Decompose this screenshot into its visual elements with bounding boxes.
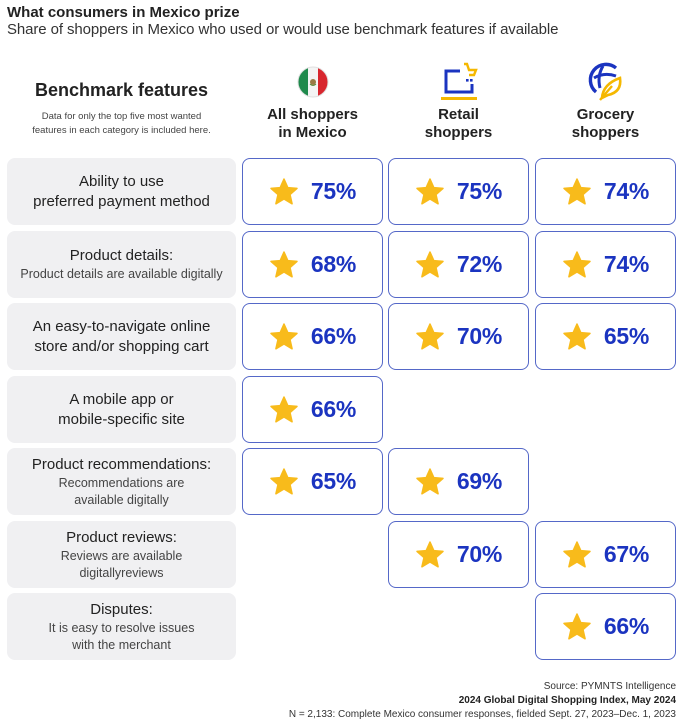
benchmark-note-line: Data for only the top five most wanted bbox=[41, 111, 202, 122]
star-icon bbox=[563, 540, 591, 568]
chart-title: What consumers in Mexico prize bbox=[7, 4, 240, 21]
value-cell: 68% bbox=[242, 231, 383, 298]
feature-name: store and/or shopping cart bbox=[34, 337, 209, 355]
source-note: Source: PYMNTS Intelligence bbox=[543, 681, 676, 692]
star-icon bbox=[416, 177, 444, 205]
feature-label-box: An easy-to-navigate online store and/or s… bbox=[7, 303, 236, 370]
feature-description: available digitally bbox=[74, 492, 169, 507]
feature-description: It is easy to resolve issues bbox=[48, 620, 195, 635]
value-label: 68% bbox=[310, 251, 357, 277]
star-icon bbox=[416, 322, 444, 350]
value-cell: 74% bbox=[535, 231, 676, 298]
value-cell: 67% bbox=[535, 521, 676, 588]
star-icon bbox=[270, 395, 298, 423]
value-label: 66% bbox=[310, 396, 357, 422]
feature-label-box: Product recommendations: Recommendations … bbox=[7, 448, 236, 515]
feature-description: digitallyreviews bbox=[79, 565, 164, 580]
value-label: 74% bbox=[603, 178, 650, 204]
column-header-grocery: Grocery shoppers bbox=[535, 60, 676, 142]
value-cell: 72% bbox=[388, 231, 529, 298]
feature-name: Disputes: bbox=[90, 600, 153, 618]
value-cell: 66% bbox=[242, 376, 383, 443]
value-cell: 70% bbox=[388, 303, 529, 370]
column-label: Retail bbox=[438, 106, 479, 123]
column-label: Grocery bbox=[576, 106, 635, 123]
value-label: 75% bbox=[456, 178, 503, 204]
column-label: All shoppers bbox=[267, 106, 358, 123]
star-icon bbox=[563, 612, 591, 640]
benchmark-note-line: features in each category is included he… bbox=[32, 125, 211, 136]
feature-label-box: Disputes: It is easy to resolve issues wit… bbox=[7, 593, 236, 660]
star-icon bbox=[270, 467, 298, 495]
value-cell: 69% bbox=[388, 448, 529, 515]
value-cell: 75% bbox=[388, 158, 529, 225]
feature-label-box: Ability to use preferred payment method bbox=[7, 158, 236, 225]
mexico-flag-icon bbox=[297, 66, 328, 98]
benchmark-heading: Benchmark features bbox=[34, 80, 209, 100]
feature-name: Ability to use bbox=[78, 172, 165, 190]
value-cell: 65% bbox=[535, 303, 676, 370]
feature-name: An easy-to-navigate online bbox=[32, 317, 211, 335]
star-icon bbox=[416, 467, 444, 495]
value-label: 74% bbox=[603, 251, 650, 277]
benchmark-note: Data for only the top five most wanted f… bbox=[7, 110, 236, 138]
value-label: 67% bbox=[603, 541, 650, 567]
value-cell: 74% bbox=[535, 158, 676, 225]
feature-name: mobile-specific site bbox=[58, 410, 185, 428]
value-cell: 70% bbox=[388, 521, 529, 588]
feature-label-box: Product reviews: Reviews are available dig… bbox=[7, 521, 236, 588]
value-cell: 66% bbox=[242, 303, 383, 370]
feature-name: Product details: bbox=[69, 247, 174, 264]
feature-description: Recommendations are bbox=[58, 475, 185, 490]
star-icon bbox=[416, 540, 444, 568]
star-icon bbox=[563, 250, 591, 278]
value-label: 75% bbox=[310, 178, 357, 204]
feature-name: Product recommendations: bbox=[31, 455, 212, 473]
star-icon bbox=[416, 250, 444, 278]
value-cell: 65% bbox=[242, 448, 383, 515]
feature-name: Product reviews: bbox=[66, 528, 177, 546]
value-label: 66% bbox=[310, 323, 357, 349]
column-header-retail: Retail shoppers bbox=[388, 60, 529, 142]
feature-name: preferred payment method bbox=[33, 192, 210, 210]
sample-note: N = 2,133: Complete Mexico consumer resp… bbox=[288, 709, 676, 720]
value-label: 69% bbox=[456, 468, 503, 494]
value-cell: 66% bbox=[535, 593, 676, 660]
star-icon bbox=[270, 250, 298, 278]
column-header-all: All shoppers in Mexico bbox=[242, 60, 383, 142]
report-name: 2024 Global Digital Shopping Index, May … bbox=[458, 695, 676, 706]
star-icon bbox=[270, 322, 298, 350]
feature-name: A mobile app or bbox=[69, 390, 174, 408]
value-label: 65% bbox=[603, 323, 650, 349]
star-icon bbox=[563, 177, 591, 205]
globe-leaf-icon bbox=[588, 62, 622, 101]
feature-label-box: A mobile app or mobile-specific site bbox=[7, 376, 236, 443]
value-label: 66% bbox=[603, 613, 650, 639]
value-cell: 75% bbox=[242, 158, 383, 225]
value-label: 65% bbox=[310, 468, 357, 494]
feature-label-box: Product details: Product details are avai… bbox=[7, 231, 236, 298]
feature-description: Reviews are available bbox=[60, 548, 183, 563]
column-label: shoppers bbox=[424, 124, 493, 141]
value-label: 70% bbox=[456, 541, 503, 567]
value-label: 72% bbox=[456, 251, 503, 277]
laptop-cart-icon bbox=[440, 62, 478, 100]
chart-subtitle: Share of shoppers in Mexico who used or … bbox=[7, 21, 559, 38]
column-label: in Mexico bbox=[278, 124, 347, 141]
feature-description: with the merchant bbox=[72, 637, 171, 652]
star-icon bbox=[270, 177, 298, 205]
column-label: shoppers bbox=[571, 124, 640, 141]
feature-description: Product details are available digitally bbox=[20, 267, 223, 281]
star-icon bbox=[563, 322, 591, 350]
value-label: 70% bbox=[456, 323, 503, 349]
